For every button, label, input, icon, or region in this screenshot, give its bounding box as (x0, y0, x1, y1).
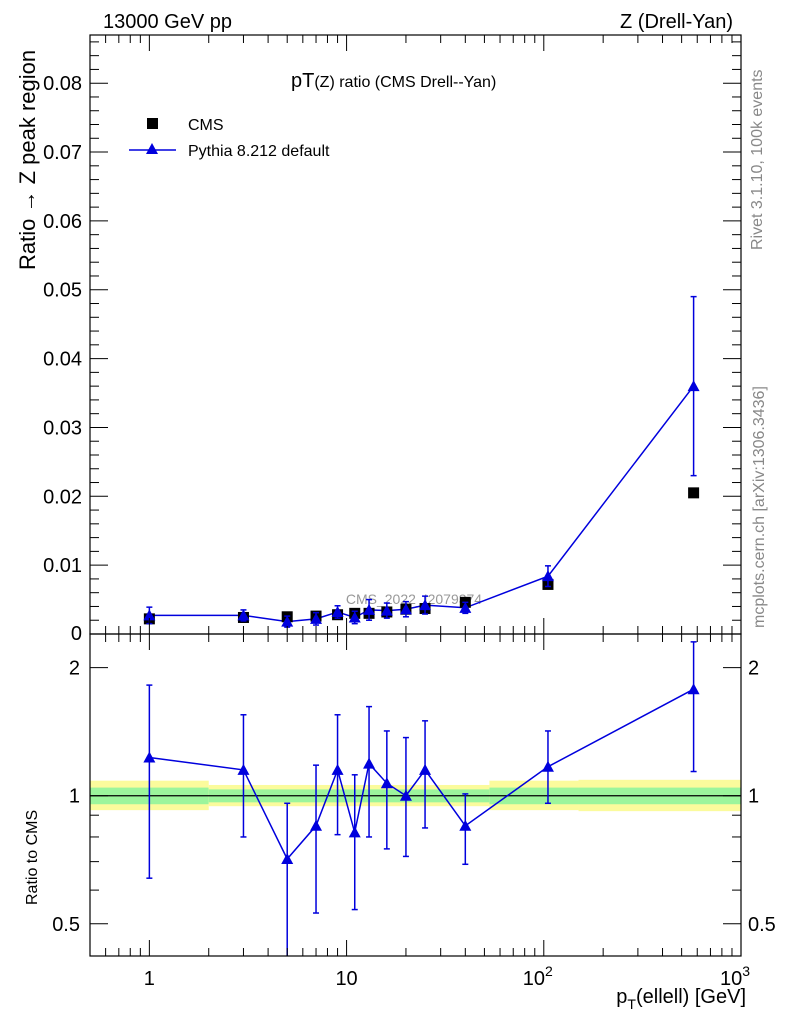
legend-cms-label: CMS (188, 117, 224, 134)
legend-cms-marker (147, 118, 158, 129)
xtick-label-base: 10 (523, 968, 545, 990)
legend: CMS Pythia 8.212 default (129, 117, 330, 160)
xtick-label: 103 (720, 963, 750, 990)
ratio-ytick-label-right: 1 (748, 786, 759, 808)
header-process: Z (Drell-Yan) (620, 11, 733, 33)
pythia-point (687, 380, 700, 392)
main-ytick-label: 0.01 (43, 555, 82, 577)
ratio-point (310, 819, 323, 831)
axes (89, 34, 742, 957)
pythia-point (380, 604, 393, 616)
pythia-point (459, 601, 472, 613)
xtick-label: 1 (144, 968, 155, 990)
main-ylabel: Ratio → Z peak region (15, 50, 40, 270)
ratio-ylabel: Ratio to CMS (24, 810, 41, 905)
main-ytick-label: 0.08 (43, 73, 82, 95)
xtick-label-base: 1 (144, 968, 155, 990)
ratio-frame (89, 633, 742, 957)
pythia-point (399, 603, 412, 615)
pythia-point (310, 612, 323, 624)
tick-labels: 0.01 0.02 0.03 0.04 0.05 0.06 0.07 0.08 0 0.5 0.5 1… (43, 73, 776, 990)
main-ytick-label: 0.02 (43, 486, 82, 508)
ratio-point (143, 751, 156, 763)
mcplots-label: mcplots.cern.ch [arXiv:1306.3436] (751, 386, 768, 628)
ratio-ytick-label-right: 0.5 (748, 914, 776, 936)
ratio-ytick-label-left: 1 (69, 786, 80, 808)
xtick-label: 10 (335, 968, 357, 990)
main-ytick-label: 0.04 (43, 349, 82, 371)
ratio-point (541, 760, 554, 772)
ratio-ytick-label-left: 0.5 (52, 914, 80, 936)
main-ytick-label: 0.07 (43, 142, 82, 164)
pythia-point (363, 603, 376, 615)
xtick-label-exponent: 2 (545, 963, 553, 979)
pythia-line (149, 385, 695, 623)
ratio-data-series (143, 641, 700, 956)
ratio-point (348, 826, 361, 838)
header-energy: 13000 GeV pp (103, 11, 232, 33)
ratio-point (363, 757, 376, 769)
xaxis-label-p: p (616, 986, 627, 1008)
pythia-point (331, 605, 344, 617)
legend-pythia-label: Pythia 8.212 default (188, 143, 330, 160)
rivet-version-label: Rivet 3.1.10, 100k events (749, 69, 766, 250)
xtick-label-exponent: 3 (742, 963, 750, 979)
pythia-point (237, 609, 250, 621)
ratio-point (459, 819, 472, 831)
pythia-point (541, 570, 554, 582)
xtick-label: 102 (523, 963, 553, 990)
pythia-point (419, 599, 432, 611)
ratio-ytick-label-right: 2 (748, 658, 759, 680)
xtick-label-base: 10 (335, 968, 357, 990)
xtick-label-base: 10 (720, 968, 742, 990)
xaxis-label-rest: (ellell) [GeV] (636, 986, 746, 1008)
pythia-point (348, 611, 361, 623)
main-title: pT(Z) ratio (CMS Drell--Yan) (291, 70, 496, 92)
main-ytick-label: 0.06 (43, 211, 82, 233)
ratio-point (687, 683, 700, 695)
analysis-watermark: CMS_2022_I2079374 (346, 591, 482, 607)
ratio-point (237, 763, 250, 775)
main-title-prefix: pT (291, 70, 314, 92)
main-data-series (143, 295, 700, 628)
xaxis-label: pT(ellell) [GeV] (616, 986, 746, 1012)
ratio-ytick-label-left: 2 (69, 658, 80, 680)
ratio-point (331, 763, 344, 775)
ratio-point (380, 777, 393, 789)
main-title-suffix: (Z) ratio (CMS Drell--Yan) (314, 74, 496, 91)
pythia-point (143, 609, 156, 621)
ratio-point (419, 763, 432, 775)
main-ytick-label: 0.03 (43, 417, 82, 439)
main-ytick-label: 0.05 (43, 280, 82, 302)
legend-pythia-marker (146, 143, 158, 154)
pythia-point (281, 615, 294, 627)
xaxis-label-sub: T (627, 996, 636, 1012)
ratio-point (399, 789, 412, 801)
ratio-point (281, 853, 294, 865)
main-ytick-label-zero: 0 (71, 623, 82, 645)
cms-point (688, 487, 700, 499)
